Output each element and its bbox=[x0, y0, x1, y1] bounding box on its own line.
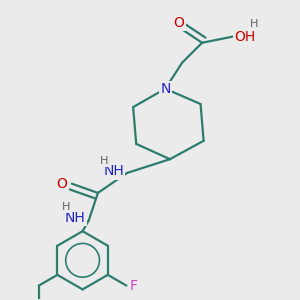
Text: H: H bbox=[249, 19, 258, 29]
Text: F: F bbox=[129, 279, 137, 292]
Text: OH: OH bbox=[234, 30, 256, 44]
Text: NH: NH bbox=[65, 211, 86, 225]
Text: O: O bbox=[56, 177, 67, 191]
Text: H: H bbox=[61, 202, 70, 212]
Text: N: N bbox=[160, 82, 170, 96]
Text: NH: NH bbox=[103, 164, 124, 178]
Text: O: O bbox=[174, 16, 184, 30]
Text: H: H bbox=[100, 156, 108, 166]
